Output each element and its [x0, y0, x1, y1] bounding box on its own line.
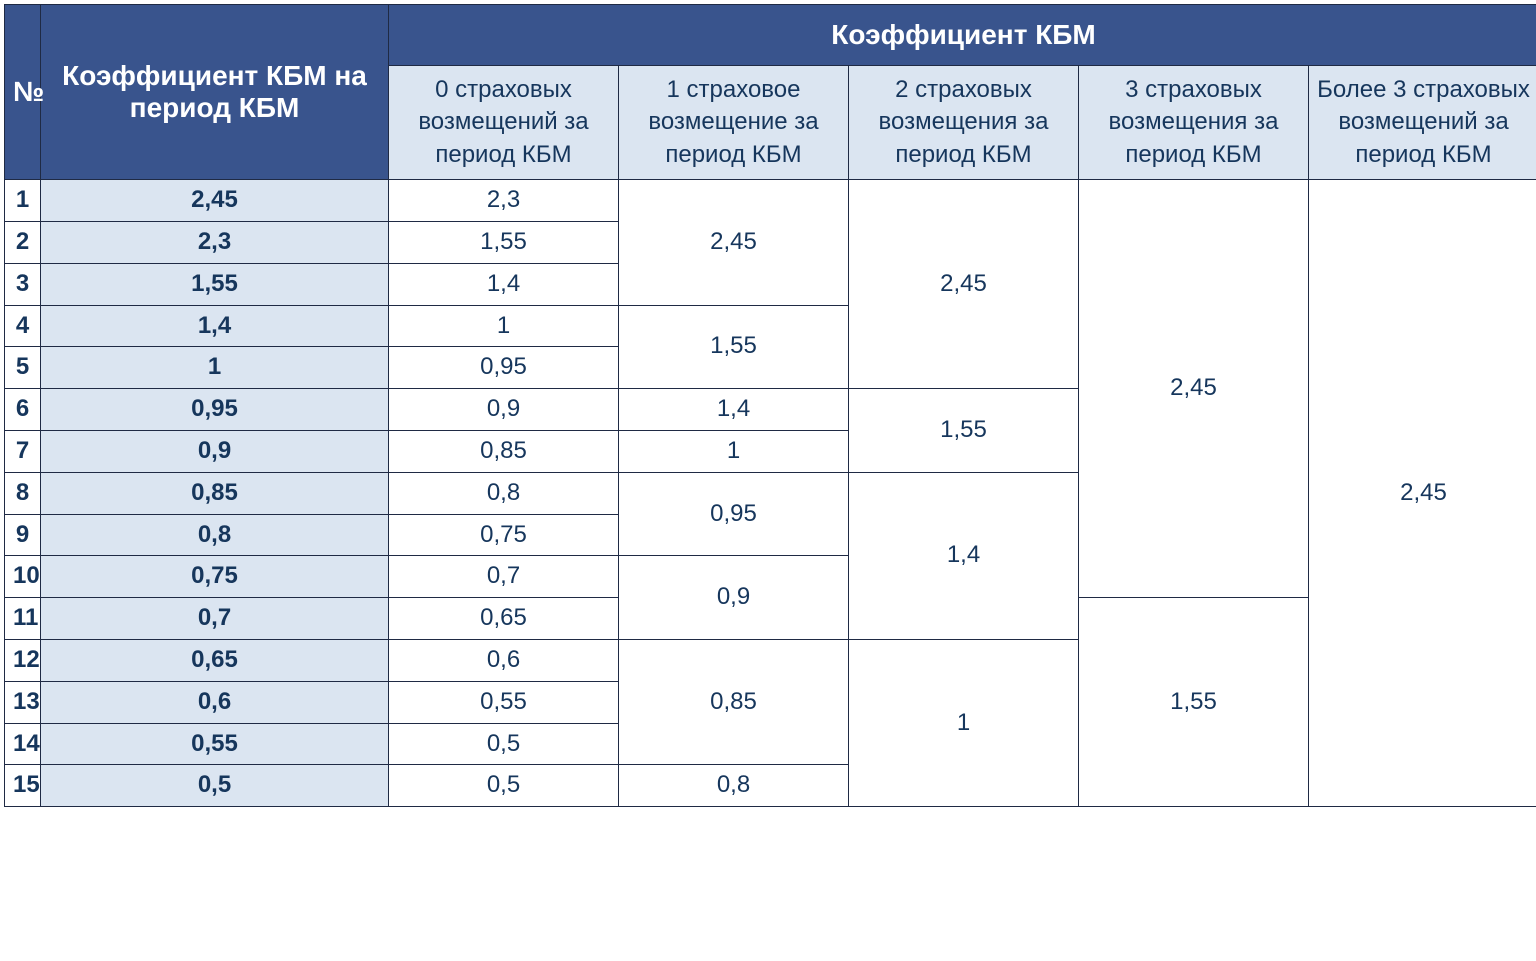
row-number: 11: [5, 598, 41, 640]
row-number: 12: [5, 639, 41, 681]
kbm-table-wrap: № Коэффициент КБМ на период КБМ Коэффици…: [0, 0, 1536, 811]
coef-cell: 2,3: [41, 221, 389, 263]
kbm-table-body: 12,452,32,452,452,452,4522,31,5531,551,4…: [5, 180, 1536, 807]
val0-cell: 0,85: [389, 430, 619, 472]
val0-cell: 0,5: [389, 723, 619, 765]
val0-cell: 0,8: [389, 472, 619, 514]
header-sub3: 3 страховых возмещения за период КБМ: [1079, 66, 1309, 180]
val3-cell: 1,55: [1079, 598, 1309, 807]
val4-cell: 2,45: [1309, 180, 1536, 807]
kbm-table: № Коэффициент КБМ на период КБМ Коэффици…: [4, 4, 1536, 807]
val1-cell: 0,95: [619, 472, 849, 556]
val0-cell: 0,75: [389, 514, 619, 556]
row-number: 6: [5, 389, 41, 431]
val0-cell: 1: [389, 305, 619, 347]
row-number: 7: [5, 430, 41, 472]
val2-cell: 1,4: [849, 472, 1079, 639]
val1-cell: 0,85: [619, 639, 849, 764]
val1-cell: 1,55: [619, 305, 849, 389]
coef-cell: 0,85: [41, 472, 389, 514]
coef-cell: 0,7: [41, 598, 389, 640]
val1-cell: 0,9: [619, 556, 849, 640]
row-number: 5: [5, 347, 41, 389]
val0-cell: 0,65: [389, 598, 619, 640]
coef-cell: 1,55: [41, 263, 389, 305]
header-sub1: 1 страховое возмещение за период КБМ: [619, 66, 849, 180]
val0-cell: 0,55: [389, 681, 619, 723]
coef-cell: 0,9: [41, 430, 389, 472]
header-sub2: 2 страховых возмещения за период КБМ: [849, 66, 1079, 180]
val0-cell: 2,3: [389, 180, 619, 222]
header-coef: Коэффициент КБМ на период КБМ: [41, 5, 389, 180]
val1-cell: 0,8: [619, 765, 849, 807]
header-group: Коэффициент КБМ: [389, 5, 1536, 66]
val1-cell: 2,45: [619, 180, 849, 305]
row-number: 3: [5, 263, 41, 305]
val3-cell: 2,45: [1079, 180, 1309, 598]
table-row: 12,452,32,452,452,452,45: [5, 180, 1536, 222]
coef-cell: 0,75: [41, 556, 389, 598]
coef-cell: 1: [41, 347, 389, 389]
val0-cell: 0,6: [389, 639, 619, 681]
row-number: 10: [5, 556, 41, 598]
row-number: 9: [5, 514, 41, 556]
coef-cell: 0,8: [41, 514, 389, 556]
val0-cell: 0,95: [389, 347, 619, 389]
val2-cell: 2,45: [849, 180, 1079, 389]
coef-cell: 0,5: [41, 765, 389, 807]
coef-cell: 0,55: [41, 723, 389, 765]
row-number: 15: [5, 765, 41, 807]
val0-cell: 0,9: [389, 389, 619, 431]
row-number: 13: [5, 681, 41, 723]
coef-cell: 0,6: [41, 681, 389, 723]
header-row-1: № Коэффициент КБМ на период КБМ Коэффици…: [5, 5, 1536, 66]
val1-cell: 1: [619, 430, 849, 472]
val0-cell: 0,7: [389, 556, 619, 598]
val1-cell: 1,4: [619, 389, 849, 431]
header-num: №: [5, 5, 41, 180]
header-sub0: 0 страховых возмещений за период КБМ: [389, 66, 619, 180]
val0-cell: 1,4: [389, 263, 619, 305]
val2-cell: 1,55: [849, 389, 1079, 473]
val0-cell: 0,5: [389, 765, 619, 807]
coef-cell: 0,95: [41, 389, 389, 431]
coef-cell: 0,65: [41, 639, 389, 681]
row-number: 1: [5, 180, 41, 222]
row-number: 4: [5, 305, 41, 347]
val2-cell: 1: [849, 639, 1079, 806]
row-number: 2: [5, 221, 41, 263]
row-number: 8: [5, 472, 41, 514]
coef-cell: 2,45: [41, 180, 389, 222]
coef-cell: 1,4: [41, 305, 389, 347]
row-number: 14: [5, 723, 41, 765]
header-sub4: Более 3 страховых возмещений за период К…: [1309, 66, 1536, 180]
val0-cell: 1,55: [389, 221, 619, 263]
